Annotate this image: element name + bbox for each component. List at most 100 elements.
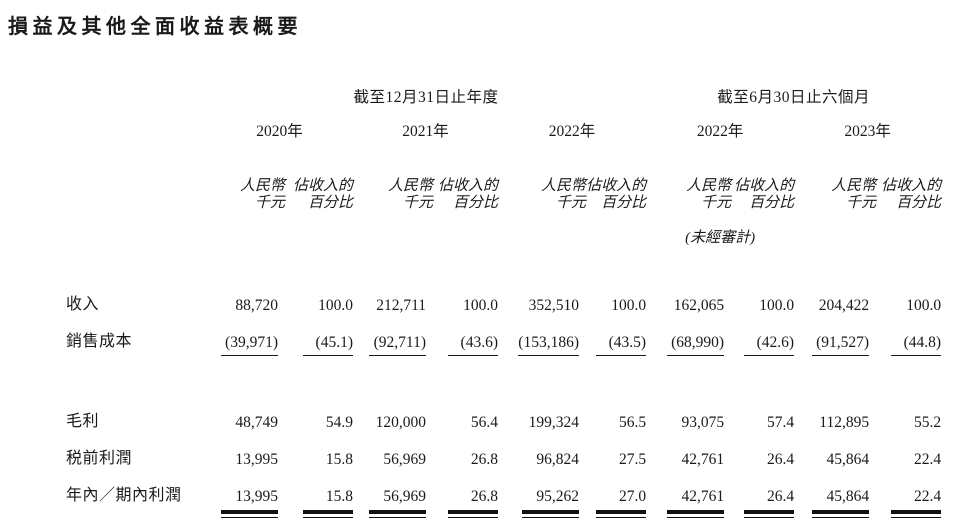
empty-cell bbox=[206, 211, 646, 246]
cell-value: 56,969 bbox=[383, 487, 426, 505]
cell-value: 100.0 bbox=[463, 296, 498, 314]
cell-value: (45.1) bbox=[278, 314, 353, 356]
cell-value: (153,186) bbox=[498, 314, 579, 356]
empty-cell bbox=[66, 211, 206, 246]
table-row-cost-of-sales: 銷售成本 (39,971) (45.1) (92,711) (43.6) (15… bbox=[66, 314, 942, 356]
cell-value: 15.8 bbox=[325, 487, 353, 505]
year-header-2022-interim: 2022年 bbox=[696, 122, 744, 140]
double-rule bbox=[498, 505, 579, 522]
cell-value: (44.8) bbox=[869, 314, 942, 356]
cell-value: 42,761 bbox=[681, 487, 725, 505]
subheader-pct: 佔收入的 百分比 bbox=[437, 178, 498, 211]
row-label: 年內／期內利潤 bbox=[66, 487, 182, 505]
spacer-row bbox=[66, 351, 941, 394]
period-group-row: 截至12月31日止年度 截至6月30日止六個月 bbox=[66, 78, 941, 106]
subheader-pct: 佔收入的 百分比 bbox=[292, 178, 353, 211]
unaudited-note: (未經審計) bbox=[685, 229, 756, 246]
double-rule bbox=[724, 505, 795, 522]
subheader-value: 人民幣 千元 bbox=[831, 178, 877, 211]
double-rule bbox=[426, 505, 498, 522]
cell-value: (43.6) bbox=[426, 314, 498, 356]
year-header-row: 2020年 2021年 2022年 2022年 2023年 bbox=[66, 106, 941, 140]
cell-value: 120,000 bbox=[375, 413, 426, 431]
income-statement-table: 截至12月31日止年度 截至6月30日止六個月 2020年 2021年 2022… bbox=[66, 78, 942, 522]
cell-value: 100.0 bbox=[759, 296, 795, 314]
cell-value: 162,065 bbox=[673, 296, 725, 314]
cell-value: 22.4 bbox=[913, 487, 942, 505]
subheader-row: 人民幣 千元 佔收入的 百分比 人民幣 千元 佔收入的 百分比 人民幣 千元 佔收入的 百分… bbox=[66, 140, 941, 211]
cell-value: 45,864 bbox=[826, 450, 870, 468]
cell-value: 27.5 bbox=[618, 450, 647, 468]
double-rule bbox=[579, 505, 647, 522]
cell-value: (43.5) bbox=[579, 314, 647, 356]
subheader-pct: 佔收入的 百分比 bbox=[586, 178, 647, 211]
year-header-2023: 2023年 bbox=[844, 122, 891, 140]
double-rule bbox=[353, 505, 426, 522]
cell-value: 26.8 bbox=[470, 487, 498, 505]
cell-value: 55.2 bbox=[913, 413, 942, 431]
empty-cell bbox=[66, 140, 206, 211]
year-header-2020: 2020年 bbox=[256, 122, 303, 140]
subheader-pct: 佔收入的 百分比 bbox=[881, 178, 942, 211]
cell-value: 26.4 bbox=[766, 487, 795, 505]
double-rule bbox=[646, 505, 725, 522]
cell-value: 56.5 bbox=[618, 413, 647, 431]
empty-cell bbox=[66, 106, 206, 140]
cell-value: 15.8 bbox=[325, 450, 353, 468]
cell-value: 95,262 bbox=[536, 487, 579, 505]
row-label: 收入 bbox=[66, 296, 100, 314]
cell-value: 48,749 bbox=[235, 413, 278, 431]
cell-value: 100.0 bbox=[906, 296, 942, 314]
empty-cell bbox=[66, 505, 206, 522]
table-row-profit-for-period: 年內／期內利潤 13,995 15.8 56,969 26.8 95,262 2… bbox=[66, 468, 941, 505]
year-header-2021: 2021年 bbox=[402, 122, 449, 140]
cell-value: 56,969 bbox=[383, 450, 426, 468]
subheader-value: 人民幣 千元 bbox=[239, 178, 285, 211]
cell-value: 112,895 bbox=[819, 413, 870, 431]
year-header-2022: 2022年 bbox=[548, 122, 596, 140]
double-rule bbox=[794, 505, 870, 522]
row-label: 税前利潤 bbox=[66, 450, 133, 468]
cell-value: (68,990) bbox=[646, 314, 725, 356]
subheader-pct: 佔收入的 百分比 bbox=[734, 178, 795, 211]
cell-value: (91,527) bbox=[794, 314, 870, 356]
cell-value: 56.4 bbox=[470, 413, 498, 431]
cell-value: 352,510 bbox=[528, 296, 579, 314]
cell-value: 26.4 bbox=[766, 450, 795, 468]
cell-value: 100.0 bbox=[611, 296, 647, 314]
empty-cell bbox=[66, 78, 206, 106]
cell-value: (92,711) bbox=[353, 314, 426, 356]
cell-value: 100.0 bbox=[318, 296, 353, 314]
subheader-value: 人民幣 千元 bbox=[387, 178, 433, 211]
cell-value: (42.6) bbox=[724, 314, 795, 356]
cell-value: 42,761 bbox=[681, 450, 725, 468]
cell-value: 57.4 bbox=[766, 413, 795, 431]
page-title: 損益及其他全面收益表概要 bbox=[8, 16, 302, 38]
table-row-gross-profit: 毛利 48,749 54.9 120,000 56.4 199,324 56.5… bbox=[66, 394, 941, 431]
double-rule bbox=[206, 505, 278, 522]
cell-value: 199,324 bbox=[528, 413, 579, 431]
cell-value: 93,075 bbox=[681, 413, 725, 431]
subheader-value: 人民幣 千元 bbox=[686, 178, 732, 211]
row-label: 毛利 bbox=[66, 413, 100, 431]
cell-value: 96,824 bbox=[536, 450, 579, 468]
unaudited-row: (未經審計) bbox=[66, 211, 941, 246]
double-rule-row bbox=[66, 505, 942, 522]
cell-value: 13,995 bbox=[235, 450, 278, 468]
double-rule bbox=[869, 505, 942, 522]
empty-cell bbox=[794, 211, 941, 246]
cell-value: 27.0 bbox=[618, 487, 647, 505]
cell-value: 22.4 bbox=[913, 450, 942, 468]
cell-value: 13,995 bbox=[235, 487, 278, 505]
group-header-annual: 截至12月31日止年度 bbox=[353, 88, 499, 106]
spacer-row bbox=[66, 246, 941, 277]
cell-value: 204,422 bbox=[818, 296, 870, 314]
group-header-interim: 截至6月30日止六個月 bbox=[717, 88, 870, 106]
double-rule bbox=[278, 505, 353, 522]
cell-value: 88,720 bbox=[235, 296, 278, 314]
cell-value: 212,711 bbox=[376, 296, 426, 314]
table-row-profit-before-tax: 税前利潤 13,995 15.8 56,969 26.8 96,824 27.5… bbox=[66, 431, 941, 468]
cell-value: (39,971) bbox=[206, 314, 278, 356]
subheader-value: 人民幣 千元 bbox=[540, 178, 586, 211]
